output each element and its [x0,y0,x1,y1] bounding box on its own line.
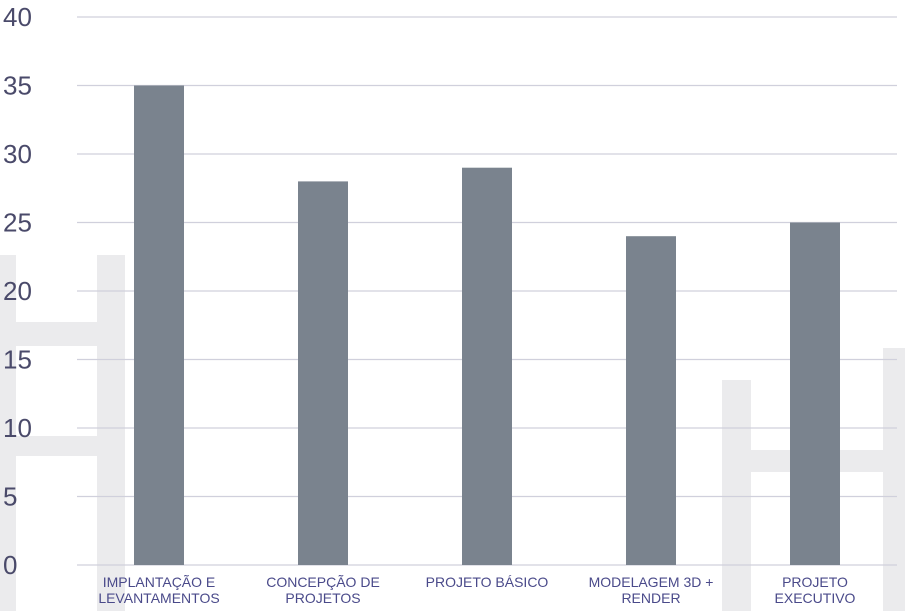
category-label-line: PROJETO [782,574,848,590]
y-axis-ticks: 0 5 10 15 20 25 30 35 40 [3,2,32,580]
y-tick-label: 10 [3,413,32,443]
category-label-line: EXECUTIVO [775,590,856,606]
category-label-line: PROJETO BÁSICO [426,574,549,590]
y-tick-label: 30 [3,139,32,169]
y-tick-label: 5 [3,482,17,512]
y-tick-label: 20 [3,276,32,306]
category-label-line: RENDER [621,590,680,606]
category-label: IMPLANTAÇÃO E LEVANTAMENTOS [98,574,219,606]
bar-3 [626,236,676,565]
y-tick-label: 25 [3,208,32,238]
category-label-line: MODELAGEM 3D + [589,574,714,590]
bar-4 [790,223,840,566]
y-tick-label: 0 [3,550,17,580]
bar-0 [134,86,184,566]
bar-1 [298,181,348,565]
y-tick-label: 15 [3,345,32,375]
category-label: MODELAGEM 3D + RENDER [589,574,714,606]
category-label: PROJETO EXECUTIVO [775,574,856,606]
category-label: CONCEPÇÃO DE PROJETOS [266,574,380,606]
category-label-line: IMPLANTAÇÃO E [103,574,216,590]
category-label: PROJETO BÁSICO [426,574,549,590]
y-tick-label: 40 [3,2,32,32]
bar-2 [462,168,512,565]
category-label-line: CONCEPÇÃO DE [266,574,380,590]
y-tick-label: 35 [3,71,32,101]
category-label-line: LEVANTAMENTOS [98,590,219,606]
category-label-line: PROJETOS [285,590,360,606]
